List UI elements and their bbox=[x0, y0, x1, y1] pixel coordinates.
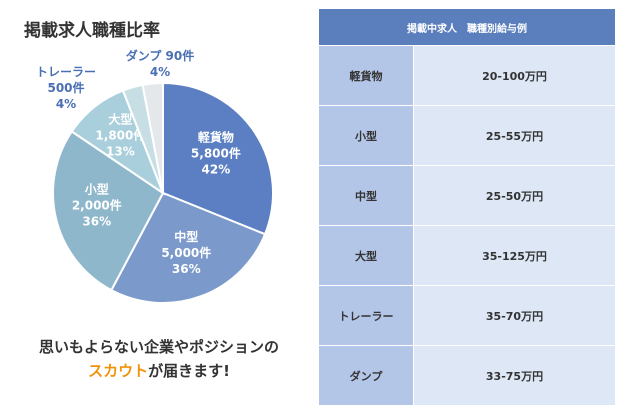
table-cell-salary: 25-55万円 bbox=[413, 105, 616, 166]
tagline-accent: スカウト bbox=[88, 362, 149, 380]
pie-label-category: 軽貨物 bbox=[198, 129, 234, 144]
salary-table: 掲載中求人 職種別給与例 軽貨物 20-100万円 小型 25-55万円 中型 … bbox=[318, 8, 616, 406]
table-cell-salary: 35-125万円 bbox=[413, 225, 616, 286]
table-cell-salary: 33-75万円 bbox=[413, 345, 616, 406]
chart-title: 掲載求人職種比率 bbox=[24, 21, 160, 41]
pie-label-category: 小型 bbox=[85, 182, 109, 197]
pie-label-percent: 13% bbox=[106, 145, 135, 159]
table-row: 大型 35-125万円 bbox=[318, 225, 616, 286]
pie-label-count: 1,800件 bbox=[95, 128, 145, 143]
tagline-line2: スカウトが届きます! bbox=[0, 360, 318, 381]
pie-slice bbox=[162, 81, 274, 236]
pie-label-count: 2,000件 bbox=[72, 198, 122, 213]
pie-label-count: 5,800件 bbox=[191, 145, 241, 160]
table-cell-category: 軽貨物 bbox=[318, 45, 414, 106]
pie-label-percent: 36% bbox=[172, 262, 201, 276]
table-cell-category: ダンプ bbox=[318, 345, 414, 406]
table-cell-salary: 35-70万円 bbox=[413, 285, 616, 346]
pie-slice bbox=[52, 130, 165, 292]
pie-label-category: トレーラー bbox=[36, 65, 96, 79]
table-cell-category: 小型 bbox=[318, 105, 414, 166]
table-header-row: 掲載中求人 職種別給与例 bbox=[318, 8, 616, 46]
table-row: 小型 25-55万円 bbox=[318, 105, 616, 166]
table-cell-category: トレーラー bbox=[318, 285, 414, 346]
table-cell-category: 大型 bbox=[318, 225, 414, 286]
table-cell-category: 中型 bbox=[318, 165, 414, 226]
pie-label-percent: 4% bbox=[150, 65, 170, 79]
tagline-text-1: 思いもよらない企業やポジションの bbox=[38, 338, 279, 356]
pie-label-category: 大型 bbox=[108, 112, 132, 127]
pie-label-percent: 36% bbox=[82, 215, 111, 229]
pie-slice bbox=[141, 81, 164, 194]
pie-slice bbox=[110, 191, 267, 304]
pie-label-percent: 4% bbox=[56, 97, 76, 111]
tagline-line1: 思いもよらない企業やポジションの bbox=[0, 336, 318, 357]
table-row: トレーラー 35-70万円 bbox=[318, 285, 616, 346]
table-row: ダンプ 33-75万円 bbox=[318, 345, 616, 406]
table-header: 掲載中求人 職種別給与例 bbox=[318, 8, 616, 46]
pie-label-category: 中型 bbox=[174, 229, 198, 244]
pie-label-count: 500件 bbox=[47, 80, 84, 95]
table-row: 中型 25-50万円 bbox=[318, 165, 616, 226]
pie-label-count: 5,000件 bbox=[161, 245, 211, 260]
table-row: 軽貨物 20-100万円 bbox=[318, 45, 616, 106]
pie-label-category: ダンプ 90件 bbox=[126, 48, 195, 63]
tagline-text-2: が届きます! bbox=[148, 362, 230, 380]
table-cell-salary: 20-100万円 bbox=[413, 45, 616, 106]
pie-label-percent: 42% bbox=[202, 162, 231, 176]
table-cell-salary: 25-50万円 bbox=[413, 165, 616, 226]
